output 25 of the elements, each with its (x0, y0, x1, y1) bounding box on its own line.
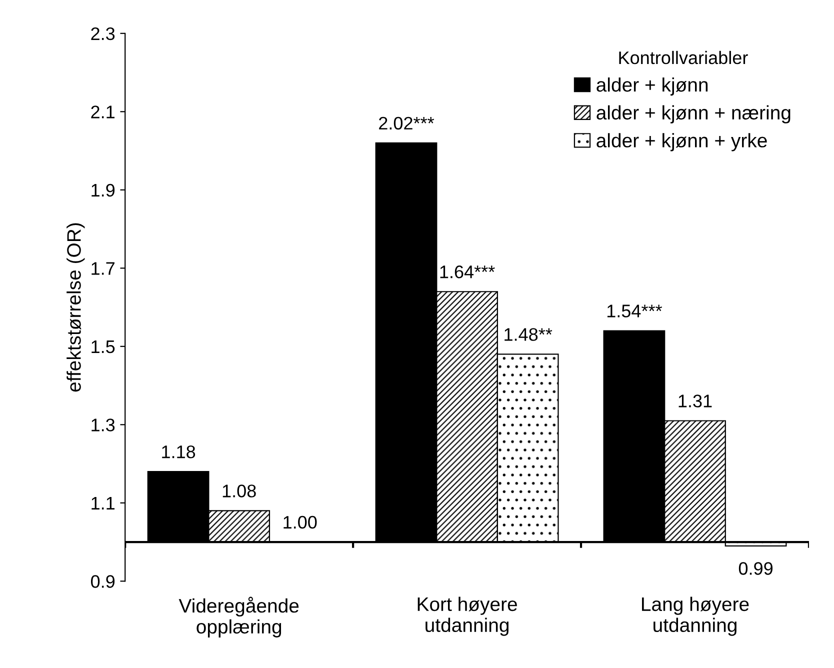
data-label: 1.48** (504, 328, 552, 341)
legend-label: alder + kjønn + yrke (596, 133, 767, 152)
data-label: 1.00 (284, 516, 317, 529)
data-label: 1.64*** (440, 265, 495, 278)
y-tick-label: 1.5 (92, 340, 115, 354)
legend-label: alder + kjønn (596, 77, 708, 96)
y-tick-label: 1.7 (92, 262, 114, 275)
y-tick-label: 1.3 (92, 418, 115, 432)
legend-title: Kontrollvariabler (619, 50, 748, 64)
data-label: 1.18 (162, 445, 196, 458)
data-label: 0.99 (738, 562, 773, 575)
data-label: 2.02*** (379, 116, 434, 130)
y-tick-label: 1.9 (92, 184, 115, 197)
x-tick-label: Videregående opplæring (178, 596, 299, 638)
y-tick-label: 0.9 (90, 575, 115, 588)
x-tick-label: Lang høyere utdanning (642, 596, 749, 636)
y-tick-label: 1.1 (92, 497, 114, 510)
x-tick-label: Kort høyere utdanning (418, 596, 517, 636)
y-tick-label: 2.1 (91, 106, 114, 118)
y-tick-label: 2.3 (91, 27, 115, 40)
data-label: 1.08 (222, 484, 256, 498)
legend-label: alder + kjønn + næring (596, 105, 790, 124)
y-axis-title: effektstørrelse (OR) (66, 223, 85, 392)
data-label: 1.54*** (607, 304, 662, 318)
data-label: 1.31 (678, 394, 712, 408)
